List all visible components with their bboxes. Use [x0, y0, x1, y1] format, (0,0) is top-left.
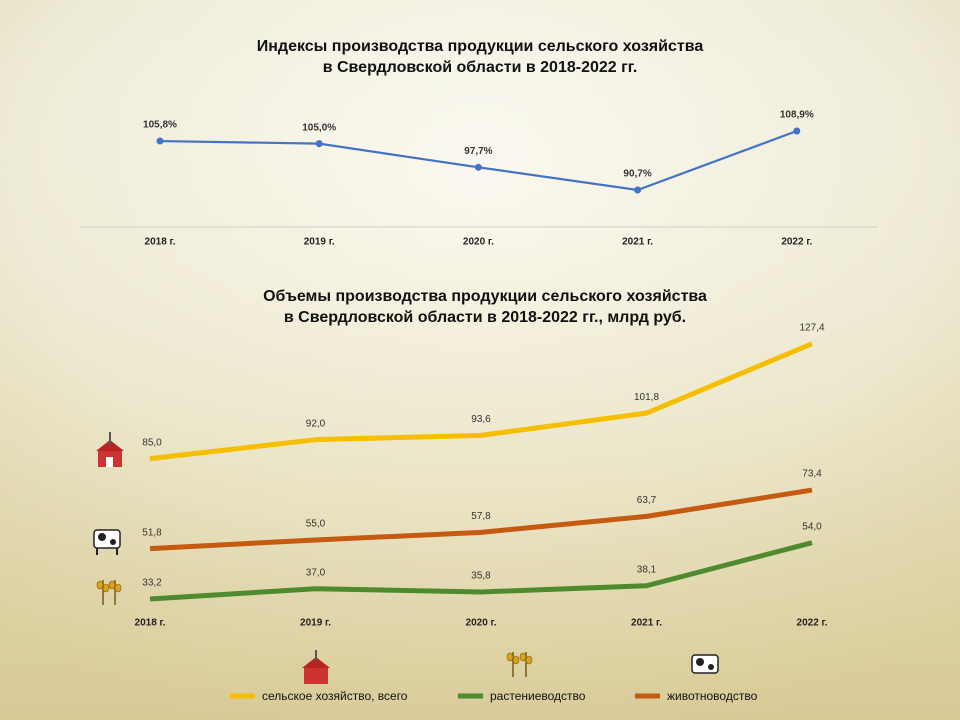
data-label: 105,0% — [302, 122, 336, 133]
data-label: 127,4 — [799, 322, 824, 333]
point — [634, 186, 642, 194]
data-label: 57,8 — [471, 511, 491, 522]
data-label: 97,7% — [464, 146, 492, 157]
point — [474, 163, 482, 171]
legend-icon-wheat — [506, 652, 533, 677]
series-line — [149, 487, 813, 552]
point — [793, 127, 801, 135]
icon-wheat — [96, 580, 122, 605]
x-tick-label: 2022 г. — [797, 618, 828, 629]
chart-title: в Свердловской области в 2018-2022 гг. — [323, 59, 638, 76]
data-label: 93,6 — [471, 414, 491, 425]
chart-title: Объемы производства продукции сельского … — [263, 288, 707, 305]
x-tick-label: 2021 г. — [622, 237, 653, 248]
series-line — [149, 341, 813, 462]
chart-title: Индексы производства продукции сельского… — [257, 38, 704, 55]
data-label: 51,8 — [142, 527, 162, 538]
data-label: 38,1 — [637, 564, 657, 575]
data-label: 33,2 — [142, 578, 162, 589]
data-label: 63,7 — [637, 495, 657, 506]
x-tick-label: 2020 г. — [466, 618, 497, 629]
point — [315, 140, 323, 148]
data-label: 55,0 — [306, 519, 326, 530]
data-label: 73,4 — [802, 469, 822, 480]
data-label: 108,9% — [780, 110, 814, 121]
icon-farm — [96, 432, 124, 467]
data-label: 101,8 — [634, 392, 659, 403]
x-tick-label: 2022 г. — [781, 237, 812, 248]
legend-icon-farm — [302, 650, 330, 684]
data-label: 85,0 — [142, 437, 162, 448]
legend-icon-cow — [691, 654, 719, 674]
x-tick-label: 2018 г. — [135, 618, 166, 629]
icon-cow — [93, 529, 121, 555]
data-label: 37,0 — [306, 567, 326, 578]
legend-label: сельское хозяйство, всего — [262, 689, 408, 703]
data-label: 92,0 — [306, 418, 326, 429]
x-tick-label: 2019 г. — [304, 237, 335, 248]
chart-title: в Свердловской области в 2018-2022 гг., … — [284, 309, 686, 326]
x-tick-label: 2019 г. — [300, 618, 331, 629]
data-label: 105,8% — [143, 120, 177, 131]
data-label: 54,0 — [802, 521, 822, 532]
x-tick-label: 2020 г. — [463, 237, 494, 248]
legend-label: растениеводство — [490, 689, 586, 703]
data-label: 35,8 — [471, 571, 491, 582]
legend-label: животноводство — [667, 689, 758, 703]
x-tick-label: 2018 г. — [145, 237, 176, 248]
series-line — [149, 540, 813, 602]
data-label: 90,7% — [623, 169, 651, 180]
x-tick-label: 2021 г. — [631, 618, 662, 629]
point — [156, 137, 164, 145]
